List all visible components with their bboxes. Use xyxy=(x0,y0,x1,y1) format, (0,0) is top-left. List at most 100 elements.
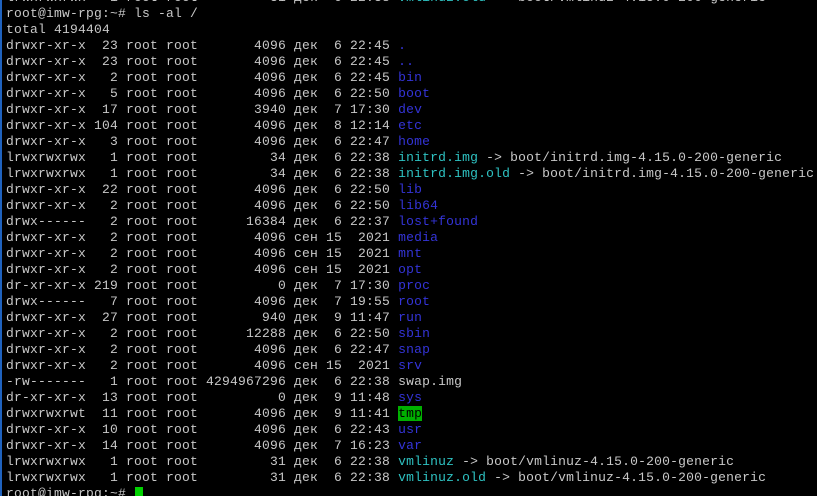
file-meta: drwxr-xr-x 2 root root 4096 сен 15 2021 xyxy=(6,246,399,261)
symlink-name: initrd.img.old xyxy=(398,166,511,181)
file-meta: drwxr-xr-x 23 root root 4096 дек 6 22:45 xyxy=(6,38,399,53)
file-meta: -rw------- 1 root root 4294967296 дек 6 … xyxy=(6,374,399,389)
file-meta: lrwxrwxrwx 1 root root 34 дек 6 22:38 xyxy=(6,166,399,181)
file-meta: drwxr-xr-x 27 root root 940 дек 9 11:47 xyxy=(6,310,399,325)
file-meta: drwxr-xr-x 2 root root 4096 дек 6 22:45 xyxy=(6,70,399,85)
file-list-row: drwxr-xr-x 2 root root 4096 сен 15 2021 … xyxy=(6,262,817,278)
file-meta: drwxr-xr-x 2 root root 12288 дек 6 22:50 xyxy=(6,326,399,341)
file-list-row: drwxr-xr-x 22 root root 4096 дек 6 22:50… xyxy=(6,182,817,198)
file-meta: drwxr-xr-x 14 root root 4096 дек 7 16:23 xyxy=(6,438,399,453)
file-meta: drwxr-xr-x 22 root root 4096 дек 6 22:50 xyxy=(6,182,399,197)
directory-name: proc xyxy=(398,278,431,293)
directory-name: lib64 xyxy=(398,198,439,213)
file-list-row: drwxr-xr-x 2 root root 4096 сен 15 2021 … xyxy=(6,358,817,374)
file-list-row: lrwxrwxrwx 1 root root 31 дек 6 22:38 vm… xyxy=(6,470,817,486)
file-meta: drwxr-xr-x 5 root root 4096 дек 6 22:50 xyxy=(6,86,399,101)
file-list-row: drwxr-xr-x 2 root root 4096 сен 15 2021 … xyxy=(6,246,817,262)
file-list-row: lrwxrwxrwx 1 root root 34 дек 6 22:38 in… xyxy=(6,150,817,166)
typed-command: ls -al / xyxy=(134,6,199,21)
file-meta: lrwxrwxrwx 1 root root 34 дек 6 22:38 xyxy=(6,150,399,165)
file-list-row: drwxr-xr-x 23 root root 4096 дек 6 22:45… xyxy=(6,38,817,54)
symlink-target: -> boot/initrd.img-4.15.0-200-generic xyxy=(478,150,783,165)
file-list-row: drwxr-xr-x 27 root root 940 дек 9 11:47 … xyxy=(6,310,817,326)
directory-name: boot xyxy=(398,86,431,101)
file-list-row: drwxrwxrwt 11 root root 4096 дек 9 11:41… xyxy=(6,406,817,422)
symlink-name: vmlinuz.old xyxy=(398,0,486,5)
directory-name: bin xyxy=(398,70,423,85)
file-list-row: drwxr-xr-x 23 root root 4096 дек 6 22:45… xyxy=(6,54,817,70)
directory-name: home xyxy=(398,134,431,149)
directory-name: dev xyxy=(398,102,423,117)
directory-name: lost+found xyxy=(398,214,479,229)
symlink-name: initrd.img xyxy=(398,150,479,165)
file-meta: lrwxrwxrwx 1 root root 31 дек 6 22:38 xyxy=(6,454,399,469)
file-list-row: drwx------ 7 root root 4096 дек 7 19:55 … xyxy=(6,294,817,310)
symlink-target: -> boot/vmlinuz-4.15.0-200-generic xyxy=(454,454,735,469)
directory-name: tmp xyxy=(398,406,423,421)
directory-name: usr xyxy=(398,422,423,437)
file-list-row: lrwxrwxrwx 1 root root 31 дек 6 22:38 vm… xyxy=(6,454,817,470)
file-meta: drwxr-xr-x 2 root root 4096 сен 15 2021 xyxy=(6,262,399,277)
shell-prompt: root@imw-rpg:~# xyxy=(6,6,135,21)
directory-name: lib xyxy=(398,182,423,197)
file-list-row: drwx------ 2 root root 16384 дек 6 22:37… xyxy=(6,214,817,230)
directory-name: etc xyxy=(398,118,423,133)
file-meta: drwxr-xr-x 10 root root 4096 дек 6 22:43 xyxy=(6,422,399,437)
terminal-cursor xyxy=(135,487,144,496)
command-line: root@imw-rpg:~# ls -al / xyxy=(6,6,817,22)
file-meta: lrwxrwxrwx 1 root root 31 дек 6 22:38 xyxy=(6,470,399,485)
directory-name: sbin xyxy=(398,326,431,341)
file-list-row: lrwxrwxrwx 1 root root 31 дек 6 22:38 vm… xyxy=(6,0,817,6)
directory-name: run xyxy=(398,310,423,325)
symlink-target: -> boot/vmlinuz-4.15.0-200-generic xyxy=(486,0,766,5)
command-line: root@imw-rpg:~# xyxy=(6,486,817,496)
file-list-row: drwxr-xr-x 2 root root 4096 дек 6 22:50 … xyxy=(6,198,817,214)
symlink-target: -> boot/initrd.img-4.15.0-200-generic xyxy=(510,166,815,181)
file-meta: drwx------ 2 root root 16384 дек 6 22:37 xyxy=(6,214,399,229)
file-meta: drwxr-xr-x 2 root root 4096 дек 6 22:50 xyxy=(6,198,399,213)
file-meta: lrwxrwxrwx 1 root root 31 дек 6 22:38 xyxy=(6,0,398,5)
total-label: total 4194404 xyxy=(6,22,111,37)
symlink-name: vmlinuz xyxy=(398,454,455,469)
file-meta: dr-xr-xr-x 219 root root 0 дек 7 17:30 xyxy=(6,278,399,293)
file-meta: drwxr-xr-x 3 root root 4096 дек 6 22:47 xyxy=(6,134,399,149)
file-meta: drwxr-xr-x 23 root root 4096 дек 6 22:45 xyxy=(6,54,399,69)
shell-prompt: root@imw-rpg:~# xyxy=(6,486,135,496)
directory-name: root xyxy=(398,294,431,309)
file-list-row: drwxr-xr-x 3 root root 4096 дек 6 22:47 … xyxy=(6,134,817,150)
directory-name: snap xyxy=(398,342,431,357)
directory-name: media xyxy=(398,230,439,245)
total-line: total 4194404 xyxy=(6,22,817,38)
file-list-row: lrwxrwxrwx 1 root root 34 дек 6 22:38 in… xyxy=(6,166,817,182)
file-meta: drwxr-xr-x 2 root root 4096 сен 15 2021 xyxy=(6,230,399,245)
directory-name: . xyxy=(398,38,407,53)
file-list-row: drwxr-xr-x 2 root root 4096 дек 6 22:45 … xyxy=(6,70,817,86)
file-list-row: drwxr-xr-x 2 root root 4096 сен 15 2021 … xyxy=(6,230,817,246)
symlink-target: -> boot/vmlinuz-4.15.0-200-generic xyxy=(486,470,767,485)
file-meta: drwx------ 7 root root 4096 дек 7 19:55 xyxy=(6,294,399,309)
file-meta: drwxrwxrwt 11 root root 4096 дек 9 11:41 xyxy=(6,406,399,421)
symlink-name: vmlinuz.old xyxy=(398,470,487,485)
directory-name: sys xyxy=(398,390,423,405)
directory-name: var xyxy=(398,438,423,453)
file-list-row: drwxr-xr-x 17 root root 3940 дек 7 17:30… xyxy=(6,102,817,118)
file-list-row: -rw------- 1 root root 4294967296 дек 6 … xyxy=(6,374,817,390)
file-list-row: drwxr-xr-x 2 root root 12288 дек 6 22:50… xyxy=(6,326,817,342)
file-list-row: dr-xr-xr-x 219 root root 0 дек 7 17:30 p… xyxy=(6,278,817,294)
file-list-row: dr-xr-xr-x 13 root root 0 дек 9 11:48 sy… xyxy=(6,390,817,406)
file-list-row: drwxr-xr-x 14 root root 4096 дек 7 16:23… xyxy=(6,438,817,454)
file-meta: drwxr-xr-x 2 root root 4096 дек 6 22:47 xyxy=(6,342,399,357)
file-list-row: drwxr-xr-x 5 root root 4096 дек 6 22:50 … xyxy=(6,86,817,102)
file-list-row: drwxr-xr-x 104 root root 4096 дек 8 12:1… xyxy=(6,118,817,134)
directory-name: mnt xyxy=(398,246,423,261)
directory-name: .. xyxy=(398,54,415,69)
file-meta: drwxr-xr-x 104 root root 4096 дек 8 12:1… xyxy=(6,118,399,133)
directory-name: srv xyxy=(398,358,423,373)
file-list-row: drwxr-xr-x 2 root root 4096 дек 6 22:47 … xyxy=(6,342,817,358)
file-name: swap.img xyxy=(398,374,463,389)
file-meta: dr-xr-xr-x 13 root root 0 дек 9 11:48 xyxy=(6,390,399,405)
directory-name: opt xyxy=(398,262,423,277)
file-meta: drwxr-xr-x 17 root root 3940 дек 7 17:30 xyxy=(6,102,399,117)
